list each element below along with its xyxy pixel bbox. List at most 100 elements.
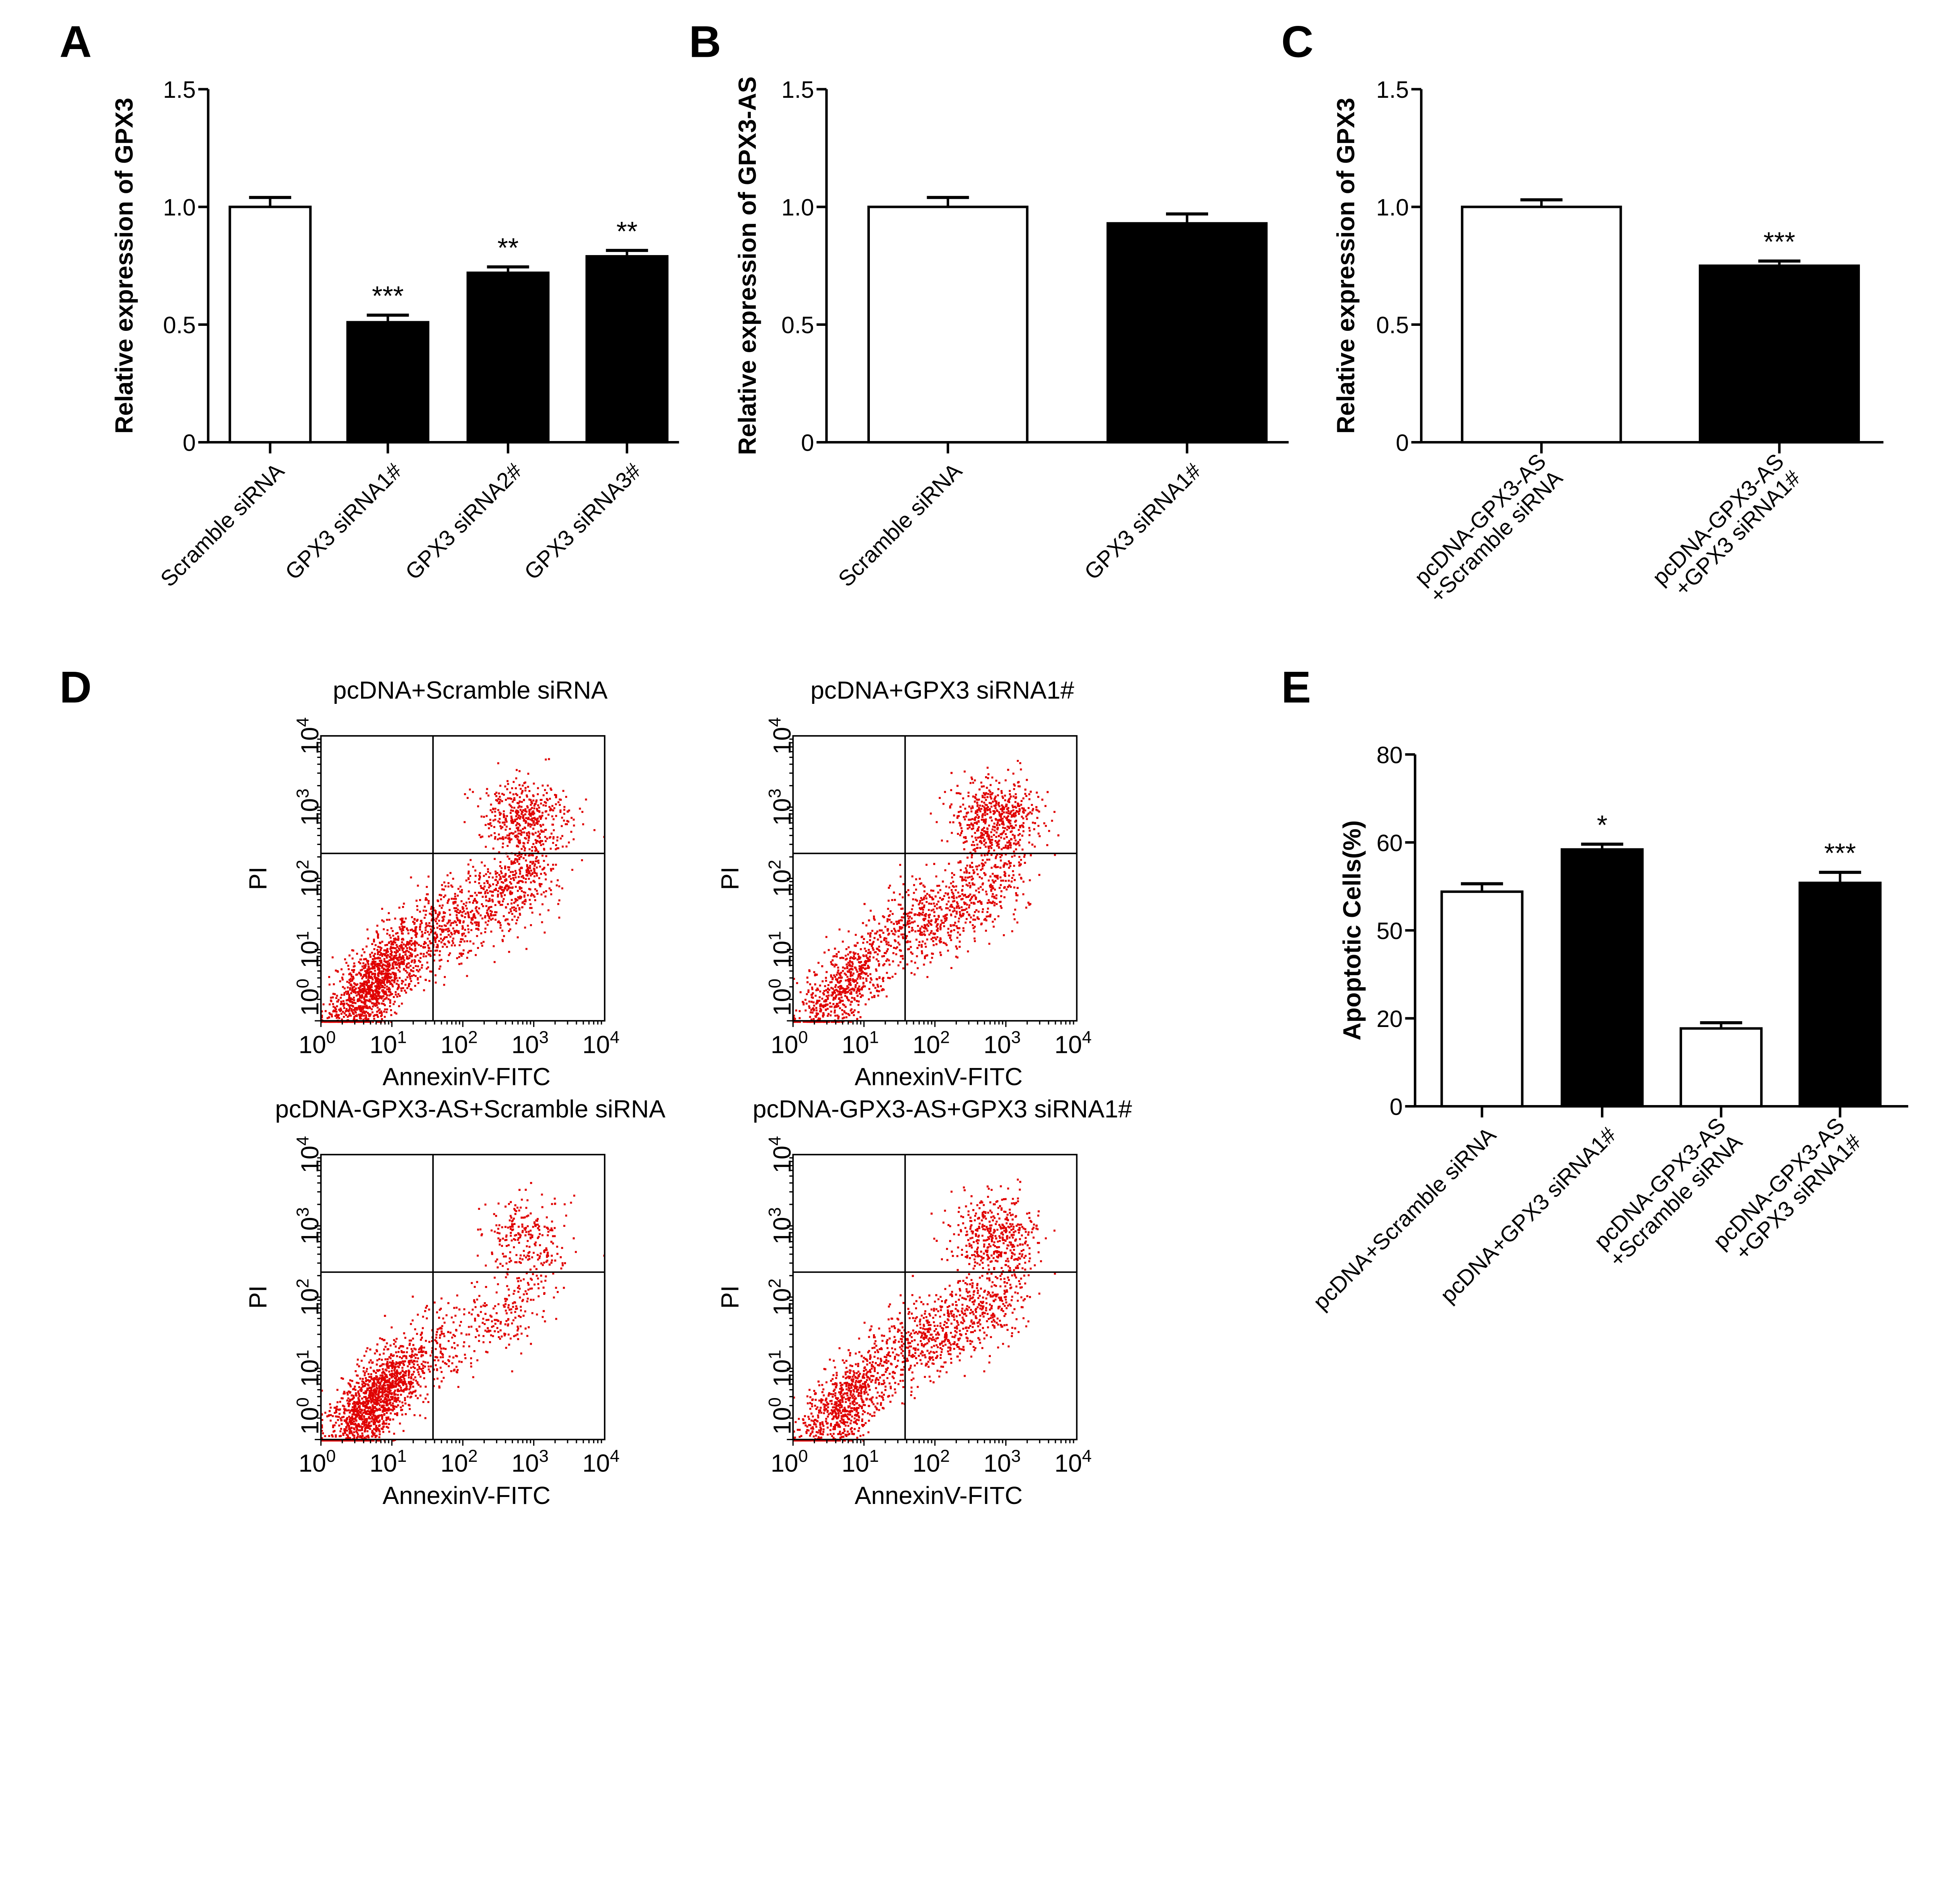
event-dot <box>508 841 511 843</box>
event-dot <box>538 810 540 812</box>
event-dot <box>876 958 878 961</box>
event-dot <box>1053 811 1056 813</box>
event-dot <box>353 966 355 968</box>
event-dot <box>1016 887 1019 889</box>
event-dot <box>341 978 344 981</box>
event-dot <box>944 920 946 922</box>
event-dot <box>970 902 973 904</box>
event-dot <box>468 950 470 952</box>
event-dot <box>463 940 465 943</box>
event-dot <box>952 880 955 883</box>
event-dot <box>389 969 391 971</box>
event-dot <box>498 802 500 804</box>
event-dot <box>936 821 938 823</box>
event-dot <box>389 934 391 937</box>
event-dot <box>990 889 992 891</box>
event-dot <box>969 782 972 784</box>
event-dot <box>379 996 381 999</box>
event-dot <box>903 913 905 915</box>
event-dot <box>388 994 390 996</box>
event-dot <box>386 957 388 959</box>
event-dot <box>381 981 383 983</box>
event-dot <box>934 937 936 939</box>
event-dot <box>490 918 492 921</box>
event-dot <box>965 908 968 910</box>
event-dot <box>398 1005 400 1007</box>
event-dot <box>858 973 860 975</box>
event-dot <box>404 953 407 955</box>
event-dot <box>424 929 427 932</box>
event-dot <box>851 996 853 999</box>
event-dot <box>455 921 457 923</box>
event-dot <box>977 911 980 913</box>
event-dot <box>512 793 515 795</box>
event-dot <box>953 897 955 899</box>
event-dot <box>463 910 465 912</box>
event-dot <box>845 996 848 998</box>
event-dot <box>365 994 367 996</box>
event-dot <box>390 927 392 930</box>
event-dot <box>487 914 489 917</box>
event-dot <box>543 891 545 894</box>
event-dot <box>536 890 538 892</box>
event-dot <box>1008 867 1010 869</box>
event-dot <box>366 972 368 975</box>
event-dot <box>416 909 419 911</box>
event-dot <box>361 1013 363 1016</box>
event-dot <box>457 930 460 932</box>
event-dot <box>467 914 470 916</box>
event-dot <box>478 834 481 836</box>
event-dot <box>494 811 496 813</box>
event-dot <box>832 964 834 966</box>
event-dot <box>433 927 435 930</box>
event-dot <box>970 822 973 825</box>
event-dot <box>960 827 963 829</box>
event-dot <box>365 1011 367 1013</box>
event-dot <box>485 899 488 902</box>
event-dot <box>908 926 910 928</box>
event-dot <box>355 995 358 997</box>
event-dot <box>336 1014 338 1017</box>
event-dot <box>865 980 868 982</box>
event-dot <box>1014 793 1017 795</box>
event-dot <box>539 840 542 842</box>
event-dot <box>508 875 511 877</box>
event-dot <box>518 896 520 898</box>
event-dot <box>950 939 952 941</box>
event-dot <box>847 991 849 993</box>
event-dot <box>527 841 529 844</box>
event-dot <box>359 1017 361 1020</box>
event-dot <box>406 927 408 930</box>
event-dot <box>388 919 390 921</box>
event-dot <box>479 876 481 879</box>
event-dot <box>525 881 527 884</box>
event-dot <box>392 935 394 937</box>
bar <box>1699 264 1860 444</box>
event-dot <box>376 980 378 983</box>
event-dot <box>338 1014 340 1016</box>
event-dot <box>467 797 469 799</box>
event-dot <box>934 905 936 907</box>
event-dot <box>467 863 470 866</box>
y-axis-title: PI <box>244 867 272 890</box>
event-dot <box>473 915 476 918</box>
event-dot <box>898 943 901 946</box>
event-dot <box>413 959 416 961</box>
event-dot <box>835 996 837 998</box>
event-dot <box>376 990 378 992</box>
event-dot <box>366 1012 369 1014</box>
event-dot <box>501 896 503 898</box>
event-dot <box>392 985 394 988</box>
event-dot <box>889 884 891 887</box>
event-dot <box>877 995 880 997</box>
event-dot <box>520 853 523 855</box>
event-dot <box>456 957 458 959</box>
event-dot <box>525 878 527 880</box>
event-dot <box>995 903 998 905</box>
bar <box>867 206 1029 444</box>
event-dot <box>347 999 349 1001</box>
flow-plot: pcDNA+GPX3 siRNA1#1001001011011021021031… <box>716 676 1092 1091</box>
event-dot <box>829 1014 832 1017</box>
y-tick-label: 102 <box>293 860 324 897</box>
event-dot <box>982 836 984 839</box>
